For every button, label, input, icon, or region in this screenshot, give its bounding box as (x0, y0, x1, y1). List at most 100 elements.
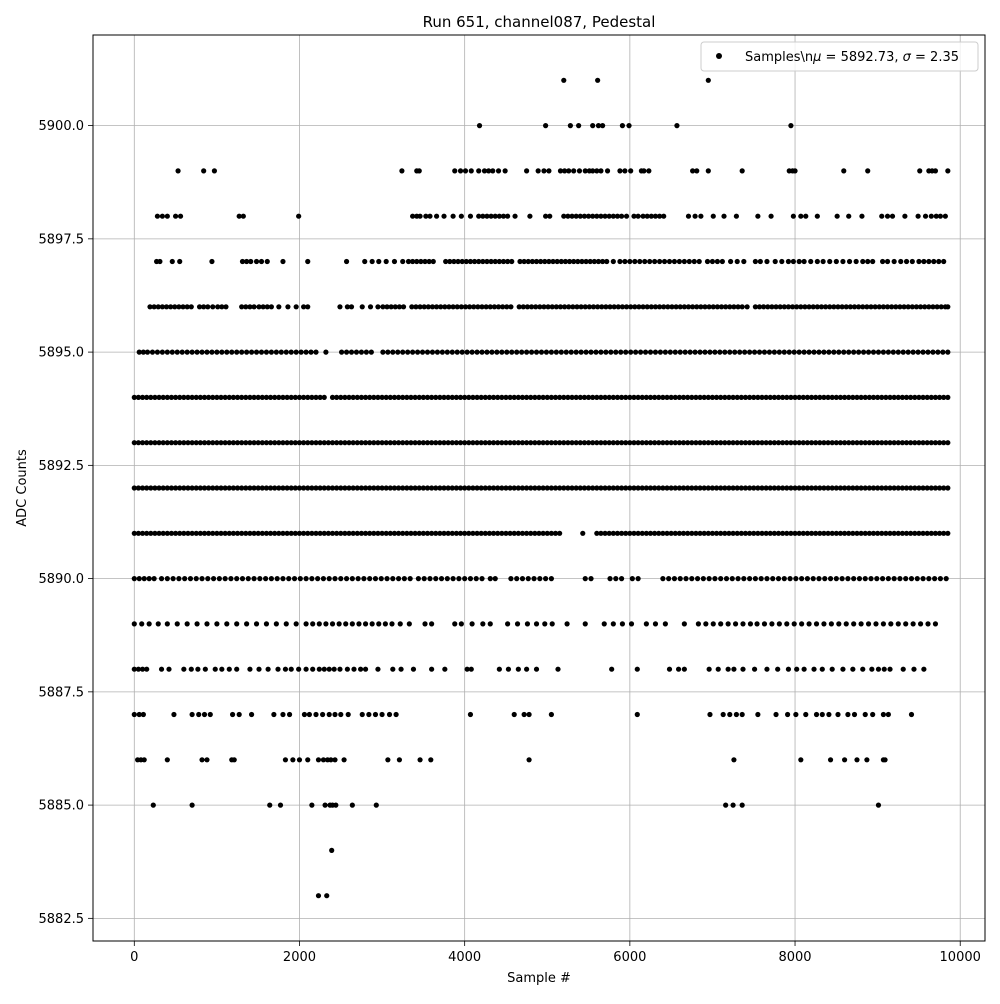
data-point (538, 258, 544, 265)
data-point (315, 576, 321, 582)
data-point (860, 349, 867, 355)
data-point (166, 666, 172, 672)
data-point (445, 394, 451, 400)
data-point (338, 485, 344, 491)
data-point (891, 394, 897, 400)
data-point (457, 485, 464, 491)
data-point (442, 666, 448, 672)
data-point (585, 394, 592, 400)
data-point (349, 802, 355, 808)
data-point (505, 621, 511, 627)
data-point (248, 258, 254, 265)
data-point (297, 576, 303, 582)
data-point (721, 213, 727, 219)
data-point (371, 485, 377, 491)
data-point (325, 485, 331, 491)
data-point (598, 168, 604, 174)
data-point (546, 168, 552, 174)
data-point (496, 258, 502, 265)
data-point (604, 258, 610, 265)
data-point (801, 666, 807, 672)
data-point (577, 440, 583, 446)
data-point (413, 304, 419, 310)
data-point (677, 576, 683, 582)
data-point (883, 530, 889, 536)
data-point (531, 576, 537, 582)
data-point (696, 258, 702, 265)
data-point (722, 440, 728, 446)
data-point (577, 394, 583, 400)
data-point (369, 621, 375, 627)
data-point (321, 440, 327, 446)
data-point (158, 576, 165, 582)
data-point (341, 757, 347, 763)
data-point (393, 711, 399, 718)
data-point (320, 757, 327, 763)
data-point (609, 666, 615, 672)
data-point (821, 394, 827, 400)
data-point (647, 485, 654, 491)
data-point (473, 576, 479, 582)
data-point (136, 711, 142, 718)
data-point (668, 485, 674, 491)
data-point (150, 802, 156, 808)
data-point (503, 530, 509, 536)
data-point (544, 394, 550, 400)
data-point (885, 349, 891, 355)
legend: Samples\nμ = 5892.73, σ = 2.35 (700, 41, 979, 72)
data-point (346, 440, 352, 446)
data-point (429, 485, 435, 491)
data-point (144, 394, 150, 400)
data-point (578, 349, 584, 355)
data-point (617, 168, 623, 174)
data-point (343, 576, 350, 582)
data-point (480, 213, 486, 219)
data-point (243, 440, 249, 446)
data-point (400, 394, 406, 400)
data-point (648, 213, 654, 219)
data-point (303, 666, 309, 672)
data-point (700, 576, 706, 582)
data-point (548, 485, 554, 491)
data-point (296, 213, 302, 219)
data-point (464, 666, 470, 672)
data-point (487, 576, 493, 582)
data-point (245, 576, 251, 582)
data-point (466, 530, 472, 536)
data-point (799, 621, 805, 627)
data-point (585, 485, 592, 491)
data-point (362, 621, 369, 627)
data-point (323, 349, 329, 355)
data-point (639, 485, 645, 491)
data-point (747, 485, 753, 491)
data-point (260, 304, 266, 310)
data-point (445, 530, 451, 536)
data-point (383, 530, 389, 536)
data-point (342, 394, 348, 400)
data-point (681, 666, 687, 672)
data-point (144, 440, 150, 446)
data-point (726, 440, 732, 446)
data-point (228, 576, 234, 582)
data-point (395, 485, 402, 491)
data-point (131, 440, 137, 446)
data-point (804, 485, 811, 491)
data-point (177, 213, 184, 219)
data-point (288, 530, 294, 536)
data-point (476, 213, 482, 219)
data-point (495, 304, 502, 310)
data-point (660, 576, 666, 582)
data-point (346, 485, 352, 491)
data-point (825, 485, 831, 491)
data-point (449, 394, 455, 400)
data-point (222, 394, 228, 400)
data-point (395, 440, 402, 446)
data-point (851, 349, 857, 355)
data-point (851, 576, 857, 582)
data-point (727, 349, 733, 355)
data-point (723, 304, 729, 310)
data-point (610, 258, 616, 265)
data-point (818, 304, 825, 310)
data-point (278, 349, 284, 355)
data-point (668, 394, 674, 400)
